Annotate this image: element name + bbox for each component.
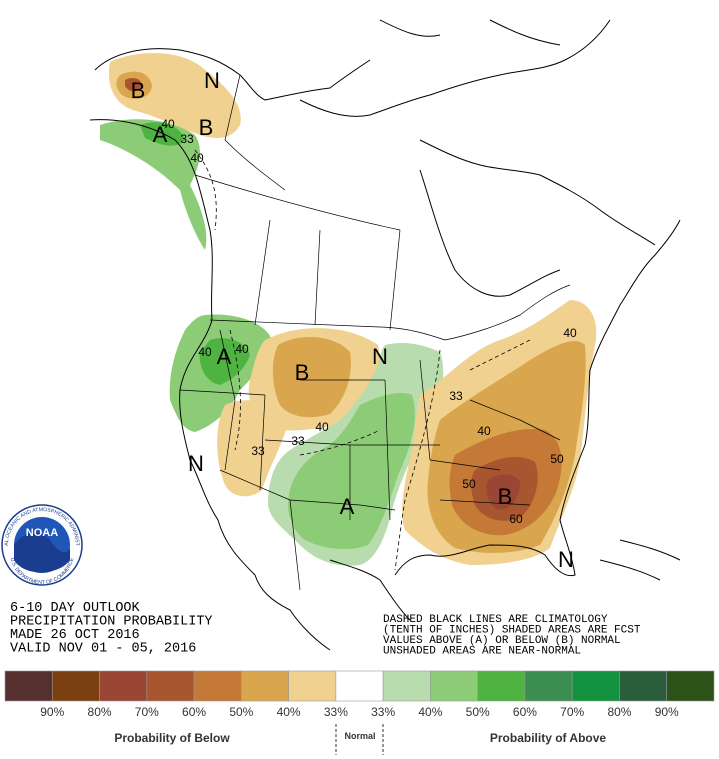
title-line: VALID NOV 01 - 05, 2016 [10,642,196,657]
legend-label: 60% [513,705,537,719]
map-label: B [199,115,214,140]
legend-swatch [146,670,195,702]
coastline [94,48,371,101]
legend-swatch [382,670,431,702]
map-label: B [131,78,146,103]
logo-wave [14,532,70,573]
coastline [329,219,681,621]
note-line: UNSHADED AREAS ARE NEAR-NORMAL [383,646,581,658]
legend-label: 40% [277,705,301,719]
legend-label: 33% [371,705,395,719]
climatology-lines [194,149,531,571]
legend-label: 80% [607,705,631,719]
legend-swatch [619,670,668,702]
coastline [299,19,656,297]
map-label: A [153,122,168,147]
climatology-line [194,149,531,571]
legend-above-caption: Probability of Above [490,731,607,745]
title-line: 6-10 DAY OUTLOOK [10,601,141,616]
legend-swatch [430,670,478,702]
legend-label: 70% [560,705,584,719]
map-label: 40 [235,342,249,356]
map-label: B [498,484,513,509]
title-line: PRECIPITATION PROBABILITY [10,615,213,630]
area-below-70 [486,474,520,510]
map-label: 33 [180,132,194,146]
legend-label: 40% [418,705,442,719]
map-label: 50 [550,452,564,466]
coastlines [89,19,681,651]
area-above-40 [288,393,415,550]
coastline [89,119,331,651]
legend-swatch [241,670,289,702]
legend-swatch [335,670,384,702]
note-line: DASHED BLACK LINES ARE CLIMATOLOGY [383,614,608,626]
legend-swatch [288,670,337,702]
country-border [209,284,571,341]
legend-swatch [666,670,715,702]
map-label: A [217,344,232,369]
area-below-33 [217,400,290,497]
map-label: 40 [190,151,204,165]
legend-swatch [571,670,620,702]
legend-label: 50% [466,705,490,719]
legend-label: 70% [135,705,159,719]
area-below-60 [125,78,142,92]
area-above-40 [100,119,207,250]
map-label: N [372,344,388,369]
legend-label: 60% [182,705,206,719]
map-label: 40 [198,345,212,359]
coastline [599,539,681,581]
map-label: N [188,451,204,476]
shaded-areas [100,52,597,566]
legend-swatch [477,670,526,702]
legend-label: 90% [40,705,64,719]
note-line: VALUES ABOVE (A) OR BELOW (B) NORMAL [383,635,621,647]
map-label: 33 [291,434,305,448]
map-label: B [295,360,310,385]
legend-swatch [4,670,53,702]
legend-label: 33% [324,705,348,719]
map-label: 40 [315,420,329,434]
state-border [179,329,561,591]
legend-swatch [524,670,573,702]
legend-swatch [51,670,100,702]
map-label: 60 [509,512,523,526]
legend-label: 90% [655,705,679,719]
legend-normal-caption: Normal [344,731,375,741]
note-line: (TENTH OF INCHES) SHADED AREAS ARE FCST [383,625,641,637]
map-label: 33 [251,444,265,458]
logo-name: NOAA [26,527,58,539]
map-label: 40 [563,326,577,340]
map-label: 33 [449,389,463,403]
legend-label: 50% [229,705,253,719]
legend-swatch [99,670,148,702]
legend: 90% 80% 70% 60% 50% 40% 33% 33% 40% 50% 60% 70% 80% 9… [4,670,715,719]
legend-label: 80% [88,705,112,719]
province-border [194,74,401,331]
borders [179,74,571,591]
map-label: 40 [161,117,175,131]
title-line: MADE 26 OCT 2016 [10,628,140,643]
map-label: N [204,68,220,93]
map-label: N [558,547,574,572]
map-label: A [340,494,355,519]
note-block: DASHED BLACK LINES ARE CLIMATOLOGY(TENTH… [383,614,641,658]
map-label: 40 [477,424,491,438]
area-below-40 [272,336,351,418]
legend-swatch [193,670,242,702]
map-label: 50 [462,477,476,491]
area-above-50 [199,338,250,385]
legend-below-caption: Probability of Below [114,731,230,745]
